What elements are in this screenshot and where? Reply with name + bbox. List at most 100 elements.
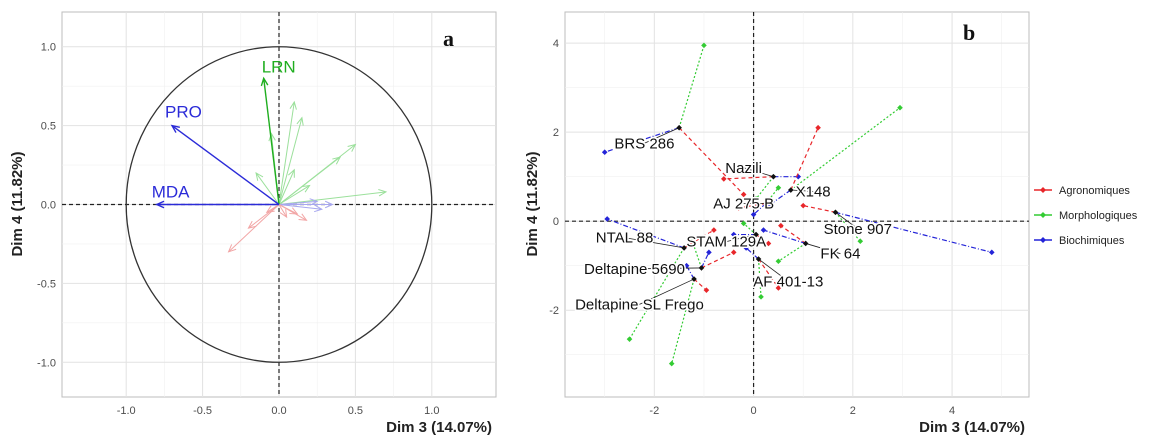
vector-arrowhead <box>289 100 297 110</box>
panel-b-individual-point <box>755 256 762 262</box>
panel-a-faint-vector <box>278 204 308 221</box>
panel-b-partial-line <box>604 127 680 153</box>
vector-arrowhead <box>296 116 304 126</box>
vector-arrowhead <box>301 184 311 193</box>
panel-a-faint-vector <box>255 171 280 205</box>
panel-b-label-leader <box>639 278 695 305</box>
panel-b-partial-line <box>745 247 759 260</box>
vector-shaft <box>266 204 280 213</box>
panel-b-partial-line <box>758 258 779 289</box>
panel-a-vector-lrn <box>260 76 280 205</box>
panel-b-partial-line <box>628 247 685 340</box>
panel-b-partial-line <box>780 225 807 244</box>
panel-b-label-leader <box>835 211 859 230</box>
panel-a-faint-vector <box>278 156 342 205</box>
legend-item-label: Morphologiques <box>1059 210 1138 222</box>
panel-a-faint-vector <box>278 116 304 205</box>
panel-b-partial-point <box>721 176 727 182</box>
panel-b-partial-point <box>740 220 747 227</box>
panel-b-partial-point <box>668 360 675 367</box>
vector-arrowhead <box>265 205 275 214</box>
panel-b-y-tick-label: 2 <box>553 127 559 139</box>
legend-key-marker <box>1040 237 1046 243</box>
panel-b-x-tick-label: 4 <box>949 405 955 417</box>
panel-b-background <box>564 11 1030 398</box>
panel-b-x-tick-label: 2 <box>850 405 856 417</box>
panel-b-partial-line <box>606 218 685 249</box>
vector-arrowhead <box>279 209 288 219</box>
vector-arrowhead <box>288 168 295 178</box>
panel-a-faint-vector <box>279 200 334 209</box>
vector-arrowhead <box>260 76 269 87</box>
panel-b-letter: b <box>963 20 975 45</box>
panel-a-vectors: LRN PRO MDA <box>152 57 388 253</box>
vector-arrowhead <box>314 204 324 213</box>
vector-shaft <box>278 204 322 210</box>
panel-b-partial-point <box>775 258 782 265</box>
legend-key-marker <box>1040 187 1046 193</box>
panel-b-partial-line <box>738 202 767 209</box>
panel-b-partial-point <box>775 185 782 191</box>
vector-shaft <box>278 204 288 218</box>
vector-shaft <box>278 191 387 205</box>
legend-key-marker <box>1040 212 1046 218</box>
panel-b-partial-point <box>815 124 821 131</box>
vector-arrowhead <box>170 124 180 133</box>
panel-b-partial-line <box>835 211 992 253</box>
panel-b-partial-point <box>765 202 772 209</box>
panel-b-y-axis-title: Dim 4 (11.82%) <box>524 151 541 256</box>
vector-shaft <box>278 101 295 205</box>
panel-a-faint-vector <box>278 168 295 205</box>
panel-b-label-leader <box>758 258 789 282</box>
panel-b-individual-point <box>763 200 769 207</box>
panel-b-individual-label: X148 <box>796 183 831 200</box>
legend-item-morphologiques: Morphologiques <box>1034 210 1138 222</box>
panel-b-label-leader <box>624 237 685 249</box>
panel-b-partial-line <box>723 176 774 180</box>
panel-b-label-leader <box>805 243 841 255</box>
panel-b-individual-point <box>787 187 794 193</box>
panel-b-partial-line <box>743 222 757 235</box>
panel-b-partial-point <box>703 287 710 293</box>
panel-b-individual-label: Deltapine 5690 <box>584 261 685 278</box>
panel-a-vector-label-pro: PRO <box>165 103 202 122</box>
panel-b-partial-point <box>626 336 633 342</box>
panel-a-correlation-circle: LRN PRO MDA -1.0 -0.5 0.0 0.5 1.0 -1.0 -0.5 0.0 0.… <box>9 11 497 436</box>
legend-item-agronomiques: Agronomiques <box>1034 185 1130 197</box>
panel-a-letter: a <box>443 26 454 51</box>
panel-b-partial-line <box>753 202 767 215</box>
panel-b-partial-line <box>671 278 695 364</box>
panel-b-label-leader <box>743 167 774 178</box>
panel-b-partial-point <box>604 216 610 222</box>
panel-a-unit-circle <box>125 46 433 363</box>
legend-item-biochimiques: Biochimiques <box>1034 235 1125 247</box>
vector-shaft <box>278 117 303 205</box>
panel-b-tick-labels: -2 0 2 4 -2 0 2 4 <box>549 38 955 417</box>
panel-b-partial-point <box>735 205 742 211</box>
panel-b-individual-label: Deltapine SL Frego <box>575 296 704 313</box>
panel-a-tick-labels: -1.0 -0.5 0.0 0.5 1.0 -1.0 -0.5 0.0 0.5 1.0 <box>37 42 439 417</box>
panel-b-reference-lines <box>565 12 1029 397</box>
panel-a-faint-vector <box>278 184 311 205</box>
panel-b-individual-label: STAM 129A <box>686 234 766 251</box>
panel-b-partial-point <box>765 240 772 247</box>
panel-b-y-tick-label: -2 <box>549 305 559 317</box>
vector-shaft <box>248 204 280 229</box>
panel-a-y-axis-title: Dim 4 (11.82%) <box>9 151 26 256</box>
panel-a-x-tick-label: 0.0 <box>271 405 286 417</box>
panel-b-partial-point <box>688 236 695 242</box>
vector-arrowhead <box>332 156 342 165</box>
vector-arrowhead <box>309 198 319 206</box>
panel-b-partial-point <box>800 202 807 209</box>
panel-b-y-tick-label: 0 <box>553 216 559 228</box>
panel-b-partial-point <box>730 249 737 256</box>
panel-a-vector-pro <box>170 124 280 206</box>
vector-arrowhead <box>347 143 357 152</box>
vector-shaft <box>255 172 280 205</box>
panel-b-individual-label: NTAL 88 <box>596 230 654 247</box>
panel-b-partial-point <box>740 191 747 198</box>
vector-shaft <box>278 200 318 205</box>
panel-b-points: BRS 286 Nazili X148 AJ 275 B Stone 907 NTAL 8… <box>574 42 995 367</box>
panel-b-individuals-map: BRS 286 Nazili X148 AJ 275 B Stone 907 NTAL 8… <box>524 11 1138 436</box>
